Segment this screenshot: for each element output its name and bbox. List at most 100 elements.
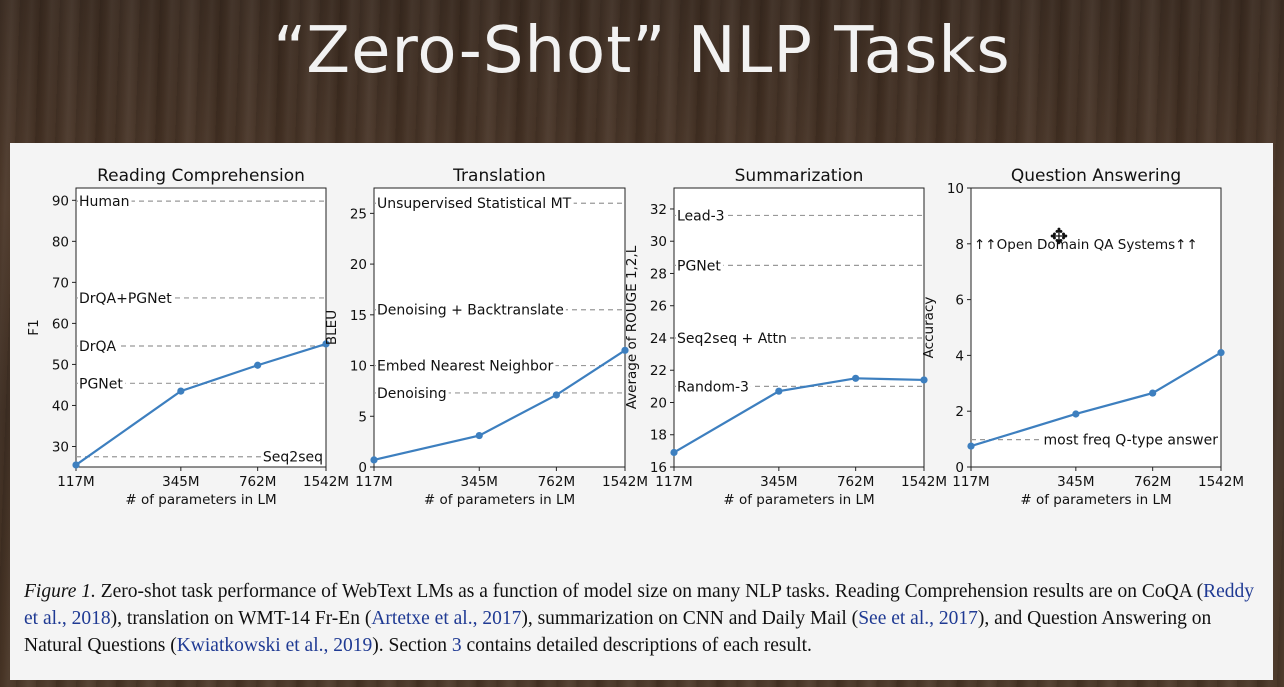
caption-text: ). Section — [372, 635, 452, 656]
data-point — [72, 461, 80, 469]
x-tick-label: 117M — [952, 474, 989, 490]
chart-title: Question Answering — [1011, 166, 1181, 186]
x-tick-label: 1542M — [303, 474, 349, 490]
chart-title: Summarization — [735, 166, 864, 186]
caption-citation-link[interactable]: Kwiatkowski et al., 2019 — [176, 635, 373, 656]
y-axis-label: Average of ROUGE 1,2,L — [624, 245, 640, 409]
x-tick-label: 762M — [239, 474, 276, 490]
y-tick-label: 0 — [358, 460, 367, 476]
data-point — [322, 340, 330, 348]
y-tick-label: 60 — [52, 316, 69, 332]
slide-title: “Zero-Shot” NLP Tasks — [273, 14, 1011, 88]
caption-text: Zero-shot task performance of WebText LM… — [95, 581, 1204, 602]
caption-text: ), summarization on CNN and Daily Mail ( — [521, 608, 859, 629]
baseline-label: most freq Q-type answer — [1043, 433, 1218, 449]
y-tick-label: 80 — [52, 234, 69, 250]
x-axis-label: # of parameters in LM — [424, 492, 575, 508]
series-line — [373, 349, 626, 461]
baseline-label: Embed Nearest Neighbor — [377, 359, 553, 375]
y-tick-label: 20 — [650, 395, 667, 411]
y-tick-label: 40 — [52, 398, 69, 414]
y-axis-label: Accuracy — [921, 297, 937, 359]
figure-panel: Reading Comprehension 30 40 50 60 70 80 90 117M 3… — [10, 143, 1273, 680]
data-point — [254, 361, 262, 369]
y-tick-label: 4 — [955, 348, 964, 364]
baseline-label-bg — [676, 208, 727, 225]
caption-figure-label: Figure 1. — [24, 581, 96, 602]
y-tick-label: 25 — [350, 206, 367, 222]
caption-section-link[interactable]: 3 — [451, 635, 462, 656]
data-point — [852, 374, 860, 382]
data-point — [552, 391, 560, 399]
x-tick-label: 117M — [355, 474, 392, 490]
x-tick-label: 345M — [760, 474, 797, 490]
x-tick-label: 762M — [1134, 474, 1171, 490]
baseline-label: Seq2seq — [263, 450, 323, 466]
caption-citation-link[interactable]: Artetxe et al., 2017 — [371, 608, 522, 629]
data-point — [920, 376, 928, 384]
baseline-label-bg — [78, 338, 119, 355]
baseline-label-bg — [376, 358, 556, 375]
data-point — [177, 387, 185, 395]
annotation-label: ↑↑Open Domain QA Systems↑↑ — [974, 237, 1198, 253]
baseline-label: Seq2seq + Attn — [677, 331, 787, 347]
plot-frame — [673, 187, 925, 468]
baseline-label-bg — [376, 302, 566, 319]
data-point — [967, 442, 975, 450]
baseline-label-bg — [676, 330, 789, 347]
y-tick-label: 8 — [955, 237, 964, 253]
baseline-label: Human — [79, 194, 130, 210]
series-line — [75, 342, 327, 466]
baseline-label-bg — [376, 385, 449, 402]
caption-text: contains detailed descriptions of each r… — [461, 635, 812, 656]
caption-citation-link[interactable]: See et al., 2017 — [858, 608, 978, 629]
chart-title: Reading Comprehension — [97, 166, 305, 186]
y-tick-label: 18 — [650, 428, 667, 444]
data-point — [370, 456, 378, 464]
x-tick-label: 345M — [1057, 474, 1094, 490]
x-axis-label: # of parameters in LM — [723, 492, 874, 508]
x-tick-label: 345M — [461, 474, 498, 490]
x-tick-label: 1542M — [602, 474, 648, 490]
x-tick-label: 345M — [162, 474, 199, 490]
y-tick-label: 6 — [955, 293, 964, 309]
x-tick-label: 117M — [655, 474, 692, 490]
series-line — [970, 351, 1222, 448]
plot-frame — [970, 187, 1222, 468]
y-tick-label: 26 — [650, 299, 667, 315]
y-axis-label: BLEU — [324, 310, 340, 345]
data-point — [1217, 349, 1225, 357]
baseline-label: Denoising + Backtranslate — [377, 303, 564, 319]
series-line — [673, 377, 925, 454]
plot-frame — [75, 187, 327, 468]
data-point — [475, 431, 483, 440]
x-tick-label: 117M — [57, 474, 94, 490]
baseline-label-bg — [78, 290, 175, 307]
baseline-label-bg — [78, 194, 132, 211]
caption-citation-link[interactable]: Reddy et al., 2018 — [24, 581, 1255, 629]
y-tick-label: 32 — [650, 202, 667, 218]
baseline-label: Random-3 — [677, 379, 749, 395]
data-point — [1149, 389, 1157, 397]
chart-title: Translation — [452, 166, 546, 186]
baseline-label: PGNet — [677, 258, 721, 274]
y-axis-label: F1 — [26, 319, 42, 335]
x-tick-label: 1542M — [901, 474, 947, 490]
y-tick-label: 10 — [350, 359, 367, 375]
y-tick-label: 50 — [52, 357, 69, 373]
x-axis-label: # of parameters in LM — [1020, 492, 1171, 508]
x-axis-label: # of parameters in LM — [125, 492, 276, 508]
y-tick-label: 5 — [358, 409, 367, 425]
y-tick-label: 30 — [650, 234, 667, 250]
y-tick-label: 2 — [955, 404, 964, 420]
y-tick-label: 20 — [350, 257, 367, 273]
baseline-label: Lead-3 — [677, 208, 725, 224]
baseline-label: Unsupervised Statistical MT — [377, 196, 572, 212]
baseline-label-bg — [676, 258, 724, 275]
y-tick-label: 16 — [650, 460, 667, 476]
y-tick-label: 22 — [650, 363, 667, 379]
move-cursor-icon: ✥ — [1050, 225, 1068, 250]
plot-frame — [373, 187, 626, 468]
x-tick-label: 762M — [837, 474, 874, 490]
data-point — [1072, 410, 1080, 418]
